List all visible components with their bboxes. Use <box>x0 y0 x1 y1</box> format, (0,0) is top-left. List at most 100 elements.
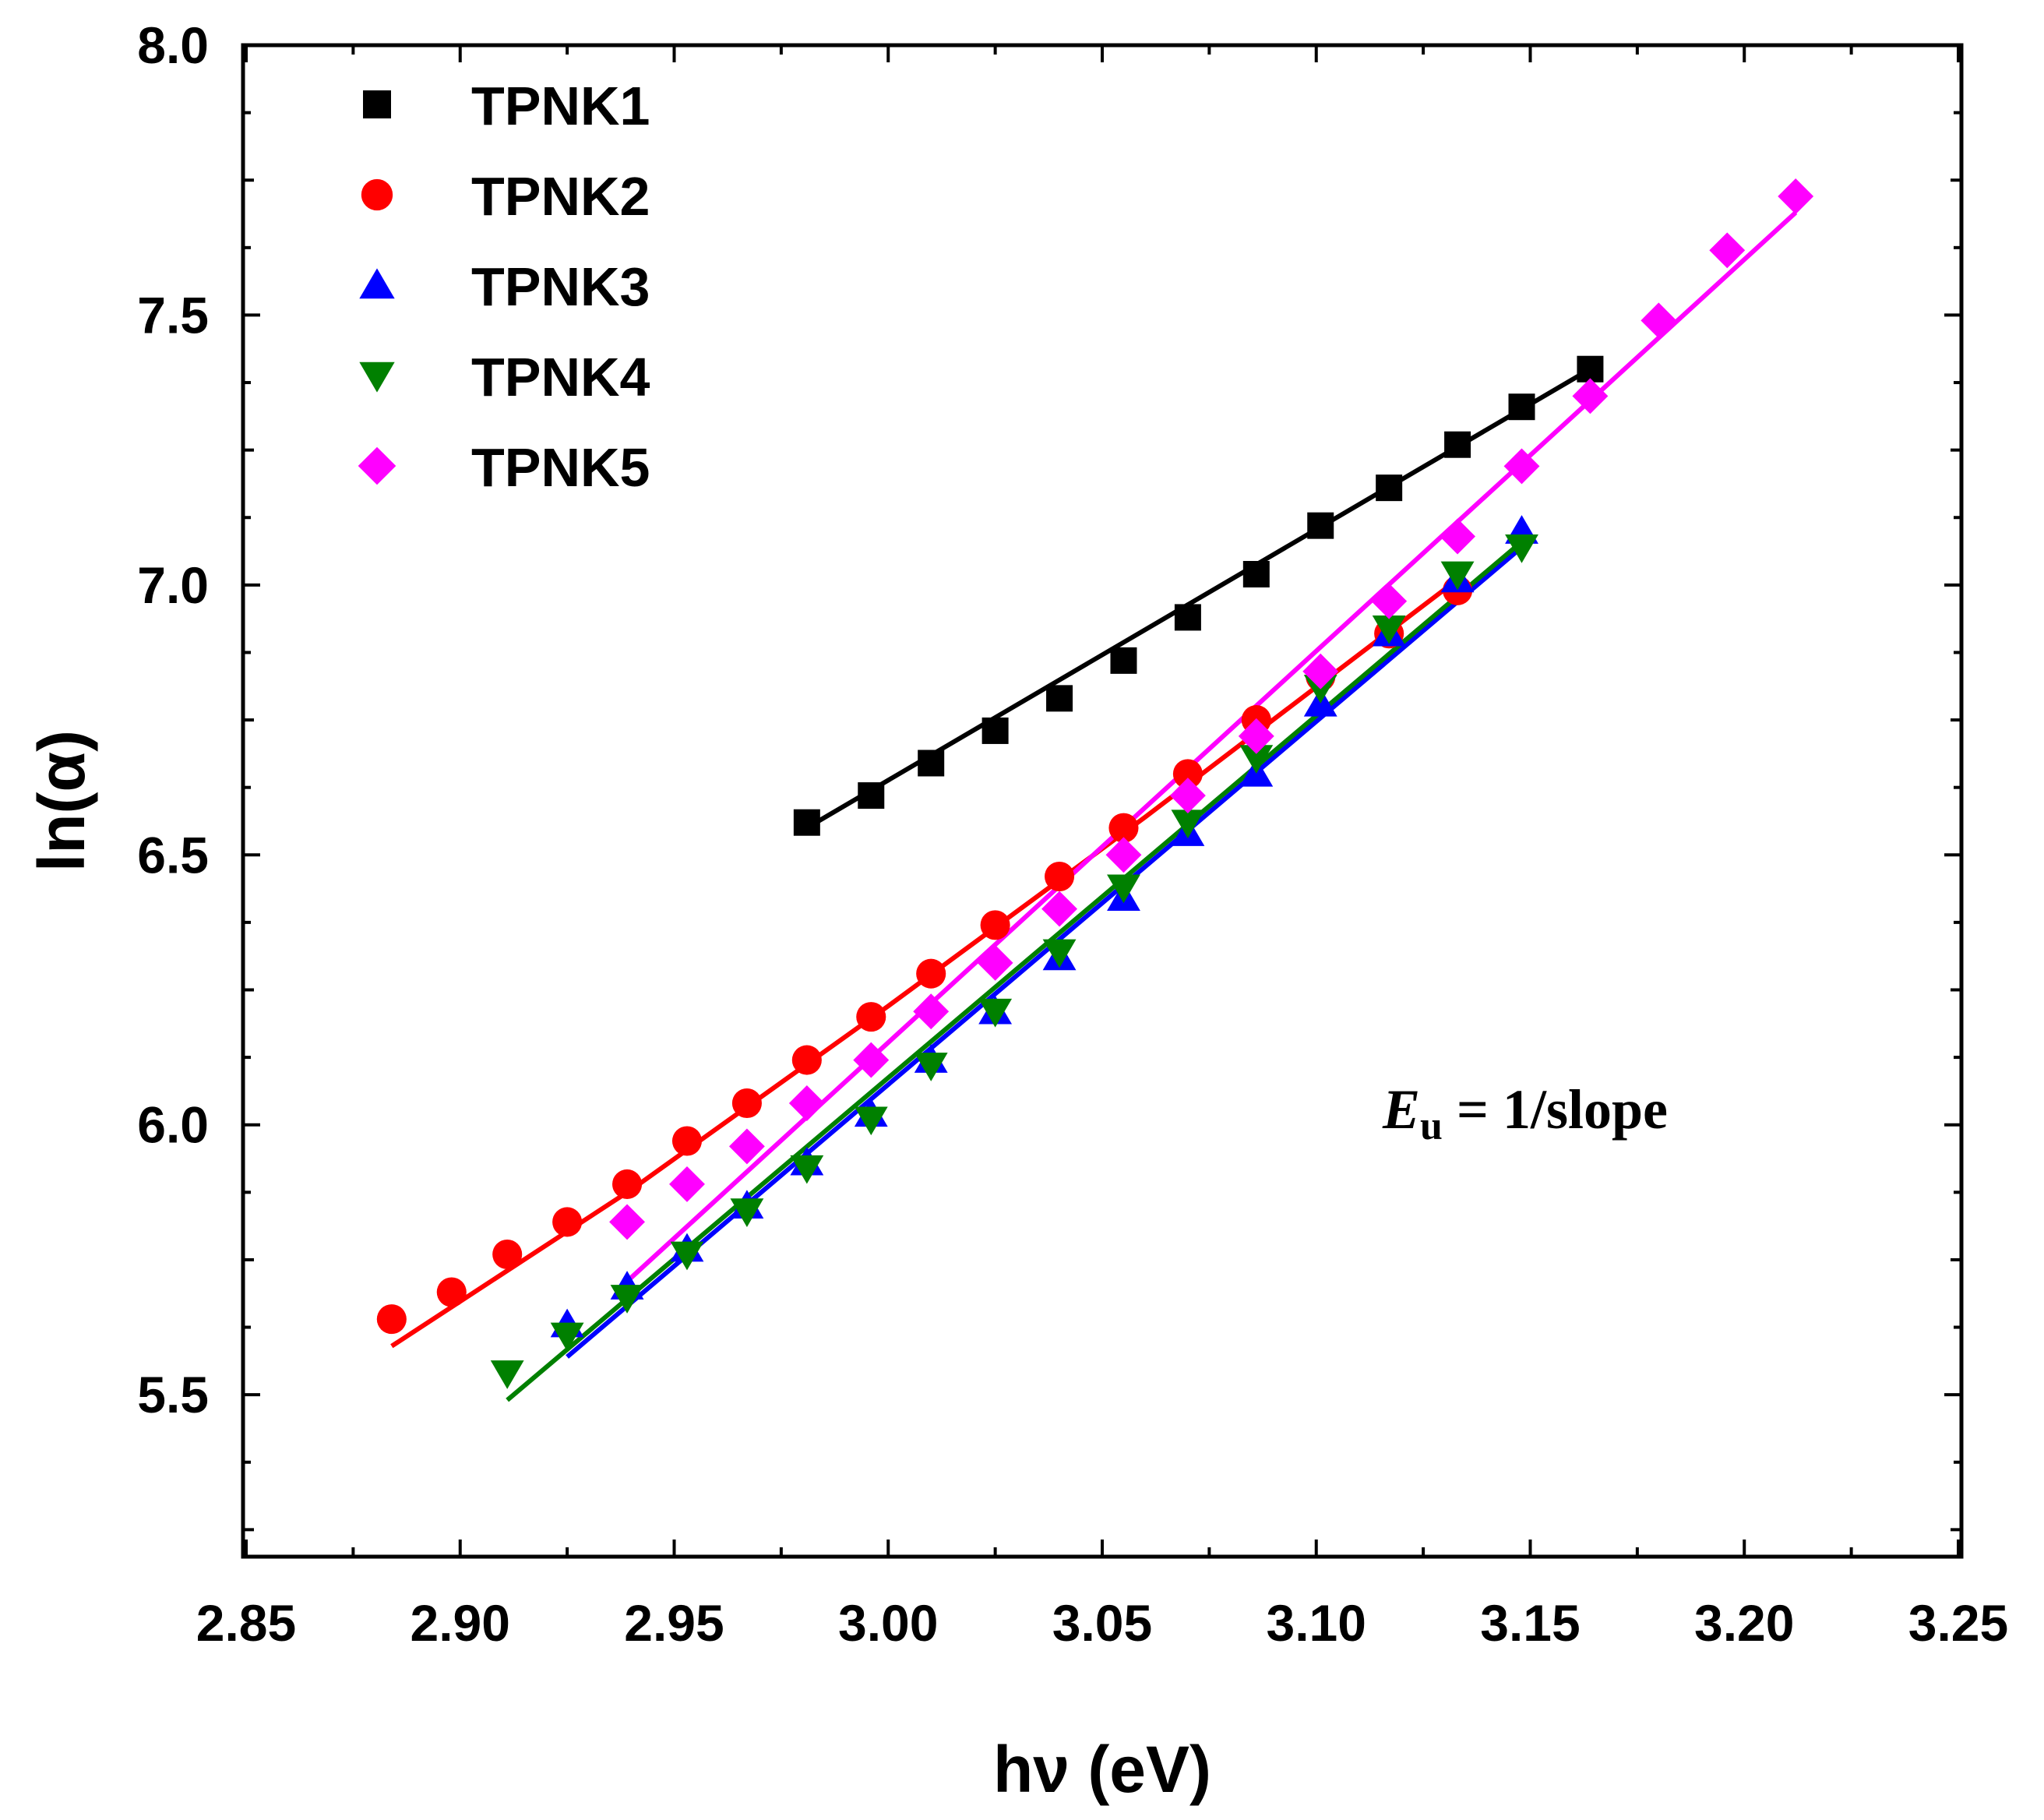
data-point <box>490 1360 524 1389</box>
legend-marker-tpnk3 <box>359 268 395 299</box>
series-tpnk4 <box>490 534 1538 1389</box>
annotation-text: = 1/slope <box>1443 1078 1668 1141</box>
data-point <box>492 1239 523 1270</box>
data-point <box>1238 718 1274 754</box>
series-tpnk1 <box>793 355 1604 836</box>
legend-label-tpnk4: TPNK4 <box>471 347 650 407</box>
annotation-subscript: u <box>1420 1104 1443 1148</box>
y-tick-label: 5.5 <box>137 1366 209 1423</box>
data-point <box>1440 561 1475 591</box>
legend-marker-tpnk1 <box>363 90 391 118</box>
data-point <box>1042 939 1077 968</box>
fit-line-tpnk4 <box>506 540 1524 1402</box>
data-point <box>436 1277 467 1307</box>
data-point <box>1110 647 1137 674</box>
data-point <box>1440 518 1476 555</box>
data-point <box>669 1166 705 1202</box>
x-tick-label: 3.10 <box>1267 1594 1366 1652</box>
legend-marker-tpnk4 <box>359 362 395 393</box>
data-point <box>916 958 946 989</box>
x-tick-label: 3.20 <box>1694 1594 1794 1652</box>
data-point <box>1572 378 1609 414</box>
data-point <box>610 1285 644 1314</box>
data-point <box>670 1241 704 1271</box>
data-point <box>856 1002 886 1032</box>
x-tick-label: 2.90 <box>411 1594 510 1652</box>
data-point <box>1577 355 1604 383</box>
data-point <box>1709 232 1746 269</box>
data-point <box>1046 685 1073 712</box>
data-point <box>980 910 1010 940</box>
data-point <box>1041 891 1077 927</box>
x-tick-label: 2.85 <box>196 1594 296 1652</box>
data-point <box>1302 653 1339 690</box>
data-point <box>1105 837 1142 873</box>
data-point <box>793 809 820 836</box>
x-tick-label: 3.00 <box>838 1594 938 1652</box>
data-points <box>376 178 1814 1389</box>
y-tick-label: 7.0 <box>137 556 209 614</box>
data-point <box>1503 448 1540 485</box>
data-point <box>1169 778 1206 814</box>
data-point <box>854 1106 888 1136</box>
data-point <box>858 782 885 809</box>
legend-label-tpnk3: TPNK3 <box>471 256 650 317</box>
data-point <box>1372 615 1406 644</box>
data-point <box>1172 759 1203 789</box>
data-point <box>1171 809 1205 839</box>
data-point <box>1505 534 1538 563</box>
data-point <box>1239 745 1274 774</box>
axis-ticks: 2.85 2.90 2.95 3.00 3.05 3.10 3.15 3.20 3.25 5.5 6… <box>137 16 2008 1652</box>
x-tick-label: 3.15 <box>1480 1594 1580 1652</box>
data-point <box>671 1126 703 1156</box>
y-tick-label: 7.5 <box>137 286 209 344</box>
series-tpnk5 <box>609 178 1814 1240</box>
data-point <box>1307 512 1334 539</box>
data-point <box>1371 583 1408 619</box>
data-point <box>1444 431 1471 458</box>
data-point <box>1778 178 1814 214</box>
legend-label-tpnk2: TPNK2 <box>471 166 650 227</box>
data-point <box>1508 393 1535 421</box>
legend-marker-tpnk5 <box>358 446 396 485</box>
data-point <box>1640 302 1677 339</box>
y-tick-label: 6.5 <box>137 826 209 884</box>
data-point <box>1045 861 1075 892</box>
legend-label-tpnk5: TPNK5 <box>471 437 650 498</box>
x-tick-label: 3.05 <box>1052 1594 1152 1652</box>
data-point <box>1242 561 1270 587</box>
data-point <box>913 993 950 1030</box>
data-point <box>1108 813 1139 843</box>
annotation-symbol: E <box>1382 1078 1420 1141</box>
data-point <box>1107 874 1140 904</box>
data-point <box>788 1085 825 1121</box>
data-point <box>552 1207 583 1237</box>
legend-marker-tpnk2 <box>361 178 393 211</box>
data-point <box>1376 474 1403 502</box>
data-point <box>790 1155 824 1184</box>
data-point <box>914 1053 948 1081</box>
data-point <box>609 1204 646 1240</box>
y-axis-title: ln(α) <box>25 730 98 872</box>
series-tpnk2 <box>376 575 1473 1335</box>
data-point <box>978 998 1013 1028</box>
data-point <box>791 1045 822 1075</box>
y-tick-label: 6.0 <box>137 1096 209 1154</box>
fit-line-tpnk3 <box>566 545 1524 1359</box>
data-point <box>550 1322 584 1352</box>
data-point <box>918 750 945 777</box>
data-point <box>977 944 1013 981</box>
data-point <box>731 1088 762 1119</box>
slope-annotation: Eu = 1/slope <box>1382 1078 1668 1148</box>
x-axis-title: hν (eV) <box>993 1733 1211 1806</box>
x-tick-label: 3.25 <box>1908 1594 2008 1652</box>
data-point <box>612 1169 643 1199</box>
data-point <box>730 1198 764 1227</box>
data-point <box>853 1042 890 1078</box>
legend-label-tpnk1: TPNK1 <box>471 76 650 136</box>
data-point <box>376 1304 407 1335</box>
data-point <box>981 717 1009 744</box>
y-tick-label: 8.0 <box>137 16 209 74</box>
data-point <box>728 1128 765 1165</box>
